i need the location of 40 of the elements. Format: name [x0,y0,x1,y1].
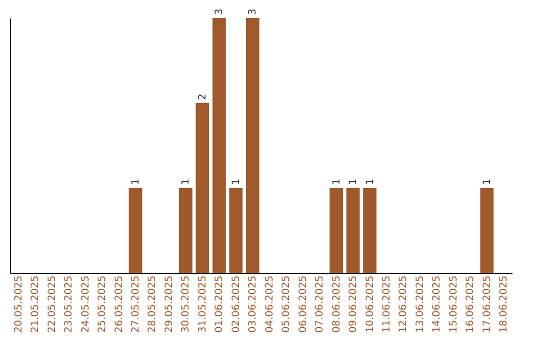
x-tick-label: 11.06.2025 [382,276,392,333]
data-label: 1 [180,178,192,185]
x-tick-label: 12.06.2025 [398,276,410,333]
x-tick-label: 23.05.2025 [64,276,75,333]
x-tick-label: 02.06.2025 [230,276,242,333]
x-tick-label: 20.05.2025 [13,276,24,333]
x-tick-label: 08.06.2025 [331,276,342,333]
x-tick-label: 22.05.2025 [46,276,58,333]
x-tick-label: 26.05.2025 [114,276,125,333]
x-tick-label: 01.06.2025 [214,276,226,333]
x-tick-label: 07.06.2025 [314,276,326,333]
data-label: 2 [197,94,208,100]
x-tick-label: 31.05.2025 [197,276,208,333]
x-tick-label: 28.05.2025 [147,276,158,333]
x-tick-label: 04.06.2025 [264,276,276,333]
data-label: 1 [331,178,342,185]
data-label: 1 [482,178,493,185]
x-tick-label: 05.06.2025 [281,276,292,333]
x-tick-label: 13.06.2025 [414,276,426,333]
x-tick-label: 17.06.2025 [482,276,493,333]
data-label: 1 [130,178,142,185]
x-tick-label: 14.06.2025 [432,276,443,333]
x-tick-label: 29.05.2025 [164,276,175,333]
data-label: 1 [364,178,376,185]
x-tick-label: 18.06.2025 [498,276,510,333]
x-tick-label: 25.05.2025 [97,276,108,333]
data-label: 3 [248,8,259,15]
data-label: 3 [214,8,226,15]
data-label: 1 [348,178,360,185]
x-tick-label: 06.06.2025 [298,276,309,333]
x-tick-label: 15.06.2025 [448,276,460,333]
x-tick-label: 24.05.2025 [80,276,92,333]
x-tick-label: 16.06.2025 [465,276,476,333]
x-tick-label: 30.05.2025 [180,276,192,333]
data-label: 1 [230,178,242,185]
x-tick-label: 10.06.2025 [364,276,376,333]
x-tick-label: 27.05.2025 [130,276,142,333]
x-tick-label: 03.06.2025 [248,276,259,333]
x-tick-label: 09.06.2025 [348,276,360,333]
x-tick-label: 21.05.2025 [30,276,42,333]
